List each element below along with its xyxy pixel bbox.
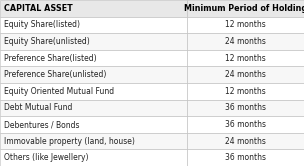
Text: 24 months: 24 months [225, 70, 266, 79]
Text: 12 months: 12 months [225, 54, 266, 63]
Bar [0, 149, 187, 166]
Text: 12 months: 12 months [225, 87, 266, 96]
Bar [187, 83, 304, 100]
Bar [0, 50, 187, 66]
Text: Minimum Period of Holding: Minimum Period of Holding [184, 4, 304, 13]
Bar [187, 133, 304, 149]
Text: Equity Share(unlisted): Equity Share(unlisted) [4, 37, 89, 46]
Text: Debentures / Bonds: Debentures / Bonds [4, 120, 79, 129]
Text: Others (like Jewellery): Others (like Jewellery) [4, 153, 88, 162]
Bar [187, 116, 304, 133]
Text: Equity Share(listed): Equity Share(listed) [4, 20, 80, 29]
Text: 24 months: 24 months [225, 37, 266, 46]
Text: Immovable property (land, house): Immovable property (land, house) [4, 137, 135, 146]
Text: Preference Share(unlisted): Preference Share(unlisted) [4, 70, 106, 79]
Bar [187, 149, 304, 166]
Text: 12 months: 12 months [225, 20, 266, 29]
Bar [0, 116, 187, 133]
Bar [0, 100, 187, 116]
Text: Debt Mutual Fund: Debt Mutual Fund [4, 103, 72, 112]
Bar [187, 33, 304, 50]
Bar [0, 83, 187, 100]
Bar [187, 66, 304, 83]
Bar [187, 50, 304, 66]
Bar [0, 33, 187, 50]
Text: CAPITAL ASSET: CAPITAL ASSET [4, 4, 72, 13]
Text: 36 months: 36 months [225, 103, 266, 112]
Bar [0, 66, 187, 83]
Text: 24 months: 24 months [225, 137, 266, 146]
Bar [187, 0, 304, 17]
Bar [0, 17, 187, 33]
Text: 36 months: 36 months [225, 153, 266, 162]
Bar [0, 133, 187, 149]
Text: Preference Share(listed): Preference Share(listed) [4, 54, 96, 63]
Text: Equity Oriented Mutual Fund: Equity Oriented Mutual Fund [4, 87, 114, 96]
Bar [187, 100, 304, 116]
Bar [0, 0, 187, 17]
Text: 36 months: 36 months [225, 120, 266, 129]
Bar [187, 17, 304, 33]
